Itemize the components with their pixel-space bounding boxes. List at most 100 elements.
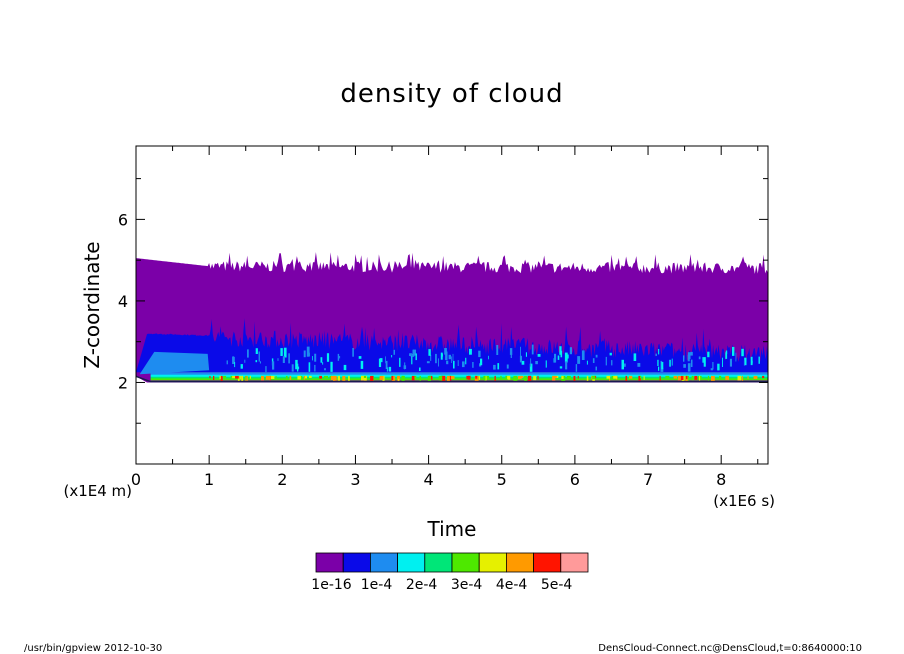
contour-speckle — [496, 345, 499, 355]
contour-speckle — [485, 375, 487, 381]
x-tick-label: 5 — [497, 470, 507, 489]
contour-speckle — [451, 356, 452, 363]
contour-band — [150, 372, 768, 376]
contour-speckle — [565, 354, 569, 359]
contour-speckle — [577, 375, 579, 379]
contour-speckle — [223, 375, 227, 379]
contour-speckle — [552, 375, 557, 378]
contour-speckle — [453, 360, 455, 369]
contour-speckle — [554, 353, 557, 363]
contour-speckle — [517, 375, 522, 380]
contour-speckle — [247, 349, 249, 358]
contour-speckle — [537, 354, 541, 357]
colorbar-label: 5e-4 — [541, 577, 573, 593]
contour-speckle — [306, 346, 310, 357]
contour-speckle — [303, 375, 305, 380]
y-axis-label: Z-coordinate — [80, 241, 104, 368]
colorbar-label: 3e-4 — [451, 577, 483, 593]
contour-band — [150, 376, 768, 379]
contour-speckle — [352, 348, 354, 357]
contour-speckle — [595, 366, 597, 371]
contour-speckle — [312, 356, 313, 361]
x-tick-label: 2 — [277, 470, 287, 489]
contour-speckle — [337, 375, 340, 381]
contour-speckle — [379, 358, 383, 363]
contour-speckle — [629, 375, 633, 379]
contour-speckle — [295, 359, 298, 370]
contour-speckle — [609, 352, 612, 356]
contour-speckle — [280, 348, 283, 356]
contour-speckle — [304, 375, 307, 379]
contour-speckle — [308, 362, 311, 372]
contour-speckle — [537, 375, 539, 380]
colorbar-label: 2e-4 — [406, 577, 438, 593]
contour-speckle — [391, 375, 394, 381]
contour-speckle — [362, 375, 366, 381]
contour-speckle — [277, 358, 279, 361]
contour-speckle — [586, 360, 588, 365]
contour-speckle — [741, 348, 744, 357]
contour-speckle — [613, 375, 618, 379]
contour-speckle — [702, 357, 704, 363]
contour-speckle — [265, 375, 270, 380]
colorbar-swatch — [424, 552, 453, 573]
contour-speckle — [445, 351, 448, 361]
colorbar: 1e-16 1e-4 2e-4 3e-4 4e-4 5e-4 — [311, 552, 589, 593]
contour-speckle — [506, 364, 509, 369]
contour-speckle — [289, 375, 292, 380]
contour-speckle — [334, 375, 337, 381]
contour-speckle — [655, 353, 657, 356]
contour-speckle — [342, 375, 346, 382]
contour-speckle — [529, 363, 533, 372]
y-axis-unit: (x1E4 m) — [63, 482, 132, 500]
contour-speckle — [385, 356, 386, 364]
contour-speckle — [261, 375, 264, 381]
contour-speckle — [399, 357, 401, 367]
contour-speckle — [478, 350, 481, 358]
contour-speckle — [559, 346, 562, 355]
contour-speckle — [638, 375, 641, 381]
contour-speckle — [611, 360, 613, 366]
contour-speckle — [725, 375, 729, 380]
contour-speckle — [533, 375, 537, 381]
contour-speckle — [219, 375, 221, 380]
contour-speckle — [427, 375, 431, 382]
contour-speckle — [411, 356, 413, 365]
contour-speckle — [687, 352, 691, 360]
contour-speckle — [324, 368, 326, 371]
contour-speckle — [586, 375, 589, 382]
contour-speckle — [232, 356, 234, 362]
contour-speckle — [712, 362, 714, 370]
contour-speckle — [410, 353, 412, 357]
chart-title: density of cloud — [340, 79, 563, 109]
contour-speckle — [309, 375, 312, 378]
contour-speckle — [411, 375, 415, 381]
footer-left: /usr/bin/gpview 2012-10-30 — [24, 643, 162, 654]
contour-speckle — [462, 361, 465, 368]
contour-speckle — [659, 375, 661, 382]
contour-speckle — [440, 352, 443, 360]
colorbar-label: 1e-16 — [311, 577, 351, 593]
contour-speckle — [566, 375, 571, 380]
contour-speckle — [337, 353, 340, 361]
x-axis-label: Time — [427, 517, 477, 541]
contour-speckle — [213, 375, 215, 380]
x-tick-label: 0 — [131, 470, 141, 489]
colorbar-label: 4e-4 — [496, 577, 528, 593]
contour-speckle — [725, 350, 728, 354]
plot-frame — [135, 145, 769, 465]
colorbar-swatch — [533, 552, 562, 573]
contour-speckle — [565, 361, 568, 370]
colorbar-swatch — [369, 552, 398, 573]
contour-speckle — [303, 350, 306, 358]
contour-speckle — [230, 375, 233, 379]
contour-speckle — [531, 344, 534, 355]
contour-speckle — [711, 375, 715, 382]
contour-speckle — [729, 358, 732, 367]
contour-speckle — [500, 375, 502, 380]
contour-speckle — [658, 349, 660, 355]
colorbar-swatch — [342, 552, 371, 573]
contour-level-1e-4 — [136, 318, 768, 373]
colorbar-swatch — [451, 552, 480, 573]
